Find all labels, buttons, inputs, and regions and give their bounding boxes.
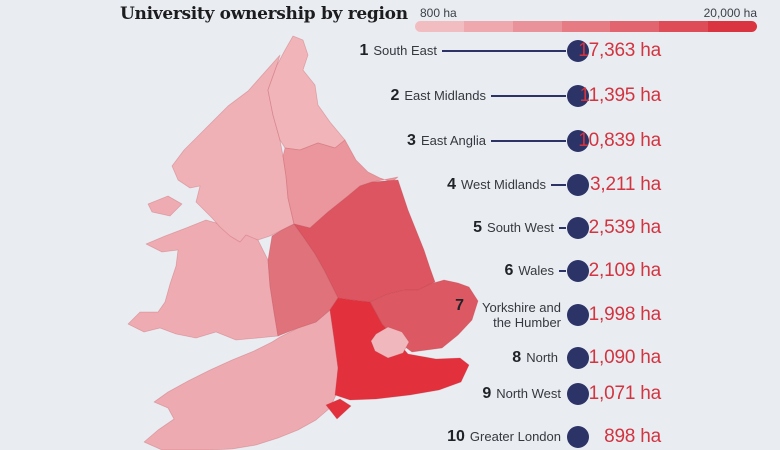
region-name: Greater London (469, 429, 561, 444)
region-name: Wales (518, 263, 554, 278)
region-north (267, 35, 346, 151)
legend-segment (512, 21, 562, 32)
region-name: South West (487, 220, 554, 235)
value-label: 1,998 ha (588, 304, 662, 325)
legend-segment (561, 21, 611, 32)
region-north-west (171, 54, 295, 243)
lollipop-dot (567, 383, 589, 405)
leader-line (442, 50, 566, 52)
rank-number: 8 (512, 349, 522, 366)
rank-label-3: 3 East Anglia (407, 132, 486, 150)
rank-label-8: 8 North (512, 349, 558, 367)
leader-line (559, 270, 566, 272)
region-isle-of-wight (325, 398, 352, 420)
legend-min-label: 800 ha (420, 6, 457, 20)
region-name: North West (496, 386, 561, 401)
rank-label-7: 7 Yorkshire and the Humber (455, 297, 561, 330)
rank-number: 7 (455, 297, 464, 314)
lollipop-dot (567, 304, 589, 326)
region-east-midlands (293, 179, 436, 303)
leader-line (551, 184, 566, 186)
rank-number: 6 (504, 262, 514, 279)
lollipop-dot (567, 260, 589, 282)
legend-segment (610, 21, 660, 32)
rank-number: 4 (447, 176, 456, 193)
value-label: 1,071 ha (588, 383, 662, 404)
legend-segment (708, 21, 757, 32)
value-label: 1,090 ha (588, 347, 662, 368)
value-label: 3,211 ha (590, 174, 661, 195)
region-name: East Anglia (420, 133, 486, 148)
lollipop-dot (567, 347, 589, 369)
region-name: East Midlands (404, 88, 486, 103)
region-south-west (143, 309, 339, 450)
region-name: West Midlands (460, 177, 546, 192)
rank-number: 9 (482, 385, 492, 402)
lollipop-dot (567, 130, 589, 152)
rank-number: 1 (359, 42, 369, 59)
lollipop-dot (567, 217, 589, 239)
rank-number: 2 (390, 87, 400, 104)
value-label: 10,839 ha (578, 130, 661, 151)
value-label: 898 ha (604, 426, 661, 447)
lollipop-dot (567, 426, 589, 448)
lollipop-dot (567, 85, 589, 107)
region-name: Yorkshire and the Humber (481, 300, 561, 330)
rank-label-2: 2 East Midlands (390, 87, 486, 105)
lollipop-dot (567, 40, 589, 62)
rank-label-4: 4 West Midlands (447, 176, 546, 194)
page-title: University ownership by region (120, 4, 408, 24)
value-label: 2,539 ha (588, 217, 662, 238)
leader-line (491, 140, 566, 142)
rank-label-6: 6 Wales (504, 262, 554, 280)
rank-label-9: 9 North West (482, 385, 561, 403)
legend-segment (463, 21, 513, 32)
leader-line (491, 95, 566, 97)
legend-segment (659, 21, 709, 32)
legend-max-label: 20,000 ha (703, 6, 757, 20)
rank-number: 10 (447, 428, 465, 445)
value-label: 11,395 ha (579, 85, 662, 106)
region-name: North (526, 350, 558, 365)
region-anglesey (147, 195, 183, 217)
rank-number: 5 (473, 219, 483, 236)
region-wales (127, 219, 279, 341)
legend-segment (415, 21, 464, 32)
region-name: South East (373, 43, 437, 58)
value-label: 2,109 ha (588, 260, 662, 281)
rank-label-1: 1 South East (359, 42, 437, 60)
lollipop-dot (567, 174, 589, 196)
choropleth-map (127, 35, 479, 450)
leader-line (559, 227, 566, 229)
legend-gradient-bar (415, 21, 757, 32)
region-greater-london (370, 326, 410, 359)
rank-label-5: 5 South West (473, 219, 554, 237)
value-label: 17,363 ha (578, 40, 661, 61)
rank-number: 3 (407, 132, 416, 149)
rank-label-10: 10 Greater London (447, 428, 561, 446)
